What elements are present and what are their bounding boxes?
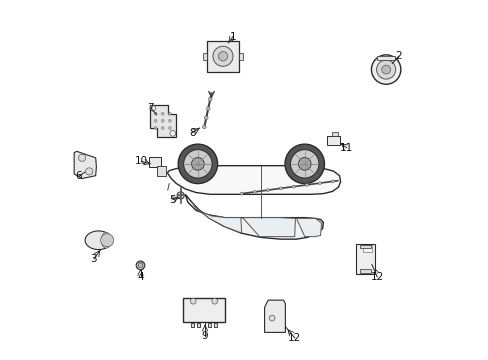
Circle shape [218, 51, 227, 61]
FancyBboxPatch shape [377, 55, 394, 60]
Text: 12: 12 [370, 272, 383, 282]
Circle shape [371, 55, 400, 84]
Circle shape [78, 154, 85, 161]
Text: 2: 2 [395, 51, 401, 61]
Circle shape [318, 182, 321, 185]
Text: 7: 7 [147, 103, 154, 113]
Polygon shape [242, 218, 295, 237]
Circle shape [149, 105, 155, 111]
Circle shape [191, 158, 204, 170]
Circle shape [168, 112, 171, 115]
Text: 6: 6 [75, 171, 82, 181]
Circle shape [305, 184, 307, 186]
Polygon shape [167, 166, 340, 194]
Circle shape [161, 112, 164, 115]
Circle shape [298, 158, 310, 170]
Circle shape [206, 107, 210, 110]
Circle shape [154, 127, 157, 130]
FancyBboxPatch shape [331, 132, 338, 135]
Text: 11: 11 [339, 143, 353, 153]
Polygon shape [185, 194, 323, 239]
FancyBboxPatch shape [360, 269, 370, 273]
Circle shape [292, 185, 295, 188]
FancyBboxPatch shape [183, 298, 224, 322]
FancyBboxPatch shape [213, 323, 217, 327]
Circle shape [168, 127, 171, 130]
Circle shape [183, 150, 212, 178]
FancyBboxPatch shape [326, 136, 339, 145]
Polygon shape [264, 300, 285, 332]
Circle shape [290, 150, 318, 178]
Circle shape [279, 187, 282, 190]
FancyBboxPatch shape [360, 245, 370, 248]
Ellipse shape [101, 232, 111, 248]
FancyBboxPatch shape [196, 323, 200, 327]
Polygon shape [149, 105, 175, 137]
Text: 5: 5 [169, 195, 176, 205]
FancyBboxPatch shape [207, 323, 211, 327]
Circle shape [154, 120, 157, 122]
FancyBboxPatch shape [206, 41, 239, 72]
FancyBboxPatch shape [203, 53, 207, 59]
FancyBboxPatch shape [238, 53, 243, 59]
Circle shape [168, 120, 171, 122]
Text: 4: 4 [137, 272, 143, 282]
Polygon shape [74, 151, 96, 179]
Circle shape [285, 144, 324, 184]
Text: 12: 12 [287, 333, 301, 343]
Polygon shape [190, 201, 241, 233]
Circle shape [240, 192, 243, 195]
Text: 9: 9 [202, 331, 208, 341]
Text: 10: 10 [135, 156, 148, 166]
Circle shape [212, 46, 233, 66]
FancyBboxPatch shape [362, 245, 371, 252]
Circle shape [202, 125, 206, 129]
FancyBboxPatch shape [190, 323, 194, 327]
Circle shape [381, 65, 390, 74]
FancyBboxPatch shape [149, 157, 160, 167]
Circle shape [161, 120, 164, 122]
Ellipse shape [85, 231, 112, 249]
Circle shape [138, 263, 142, 268]
Circle shape [253, 190, 256, 193]
Circle shape [208, 98, 212, 101]
Text: 8: 8 [189, 128, 195, 138]
Circle shape [136, 261, 144, 270]
Circle shape [178, 144, 217, 184]
Circle shape [269, 315, 274, 321]
Circle shape [169, 131, 175, 136]
Circle shape [154, 112, 157, 115]
Circle shape [85, 168, 93, 175]
Circle shape [177, 192, 184, 199]
Circle shape [161, 127, 164, 130]
Circle shape [211, 298, 217, 304]
FancyBboxPatch shape [156, 166, 165, 176]
Circle shape [376, 60, 395, 79]
Text: 3: 3 [90, 254, 97, 264]
Polygon shape [296, 219, 321, 237]
Circle shape [204, 116, 208, 120]
Circle shape [190, 298, 196, 304]
FancyBboxPatch shape [356, 244, 374, 274]
Circle shape [265, 189, 268, 192]
Circle shape [331, 180, 334, 183]
Circle shape [101, 234, 113, 247]
Text: 1: 1 [229, 32, 236, 41]
